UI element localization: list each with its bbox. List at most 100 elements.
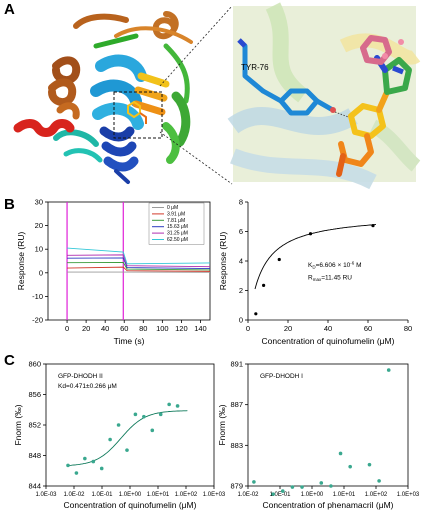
data-point [74,471,79,475]
data-point [83,456,87,461]
y-tick-label: 0 [239,316,243,325]
data-point [319,481,324,485]
y-tick-label: 4 [239,257,243,266]
series-line [67,266,211,272]
kd-symbol: K [308,262,313,269]
data-point [280,489,285,493]
x-tick-label: 1.0E+03 [203,492,226,498]
data-point [348,464,352,469]
x-tick-label: 1.0E-03 [35,492,57,498]
protein-ribbon-illustration [13,11,193,184]
x-tick-label: 120 [175,324,188,333]
legend-label: 7.81 μM [167,218,185,224]
data-point [158,412,163,417]
kd-annotation: Kd=0.471±0.266 μM [58,383,117,390]
y-tick-label: 844 [28,482,41,491]
data-point [133,412,138,417]
data-point [329,484,333,488]
series-line [67,261,211,271]
kd-value: =6.606 × 10 [316,262,351,269]
data-point [116,423,121,427]
rmax-symbol: R [308,274,313,281]
x-tick-label: 1.0E+01 [147,492,170,498]
kd-exponent: -6 [350,260,354,265]
y-tick-label: 6 [239,227,243,236]
plot-frame [47,201,211,321]
data-point [338,451,343,456]
data-point [277,257,281,262]
series-line [67,257,211,270]
y-tick-label: 879 [230,482,243,491]
chart-title: GFP-DHODH II [58,373,103,380]
x-tick-label: 1.0E-02 [237,492,259,498]
residue-label: TYR-76 [241,63,269,72]
rmax-subscript: max [313,277,322,282]
kd-annotation: KD=6.606 × 10-6 M [308,260,362,269]
data-point [254,312,258,316]
x-tick-label: 20 [82,324,90,333]
legend-label: 15.63 μM [167,224,188,230]
data-point [290,485,295,489]
x-tick-label: 0 [65,324,69,333]
data-point [300,485,304,489]
kd-unit: M [354,262,361,269]
fit-curve [68,410,188,466]
x-axis-label: Time (s) [114,336,145,346]
y-tick-label: 0 [39,268,43,277]
x-axis-label: Concentration of quinofumelin (μM) [64,500,197,510]
x-tick-label: 1.0E-02 [63,492,85,498]
data-point [167,402,171,407]
y-tick-label: 856 [28,390,41,399]
x-tick-label: 40 [101,324,109,333]
zoom-connector-lines [159,5,233,185]
y-tick-label: 8 [239,198,243,207]
data-point [371,224,375,228]
mst-quinofumelin-chart: 844 848 852 856 860 1.0E-03 1.0E-02 1.0E-01 1.0E… [13,360,226,511]
y-tick-label: 887 [230,400,243,409]
x-tick-label: 0 [246,324,250,333]
data-point [108,437,112,442]
x-tick-label: 100 [156,324,169,333]
x-tick-label: 1.0E+03 [397,492,420,498]
x-tick-label: 20 [284,324,292,333]
series-line [67,247,211,265]
data-point [125,448,129,452]
legend-label: 3.91 μM [167,211,185,217]
y-tick-label: 852 [28,421,41,430]
legend-label: 0 μM [167,205,178,211]
data-point [252,480,256,484]
data-point [386,368,391,372]
series-line [67,254,211,268]
data-point [142,414,146,419]
binding-site-zoom: TYR-76 [227,2,421,190]
legend-label: 62.50 μM [167,237,188,243]
rmax-value: =11.45 RU [321,274,352,281]
data-point [66,463,70,468]
kd-subscript: D [312,264,316,269]
x-tick-label: 1.0E+01 [333,492,356,498]
y-tick-label: 848 [28,451,41,460]
chart-title: GFP-DHODH I [260,373,303,380]
y-tick-label: 883 [230,441,243,450]
data-point [367,462,372,467]
y-axis-label: Fnorm (‰) [13,404,23,445]
data-point [271,492,275,496]
panel-label-a: A [4,1,15,18]
y-tick-label: -20 [32,316,43,325]
x-tick-label: 80 [404,324,412,333]
y-tick-label: 10 [35,245,43,254]
x-tick-label: 1.0E+00 [119,492,142,498]
x-tick-label: 80 [139,324,147,333]
y-tick-label: 860 [28,360,41,369]
y-tick-label: -10 [32,292,43,301]
data-point [99,466,104,471]
x-axis-label: Concentration of phenamacril (μM) [262,500,393,510]
x-tick-label: 60 [364,324,372,333]
y-axis-label: Fnorm (‰) [217,404,227,445]
x-tick-label: 40 [324,324,332,333]
y-tick-label: 30 [35,198,43,207]
data-point [262,283,266,287]
fit-curve [254,224,376,290]
data-point [91,459,96,464]
